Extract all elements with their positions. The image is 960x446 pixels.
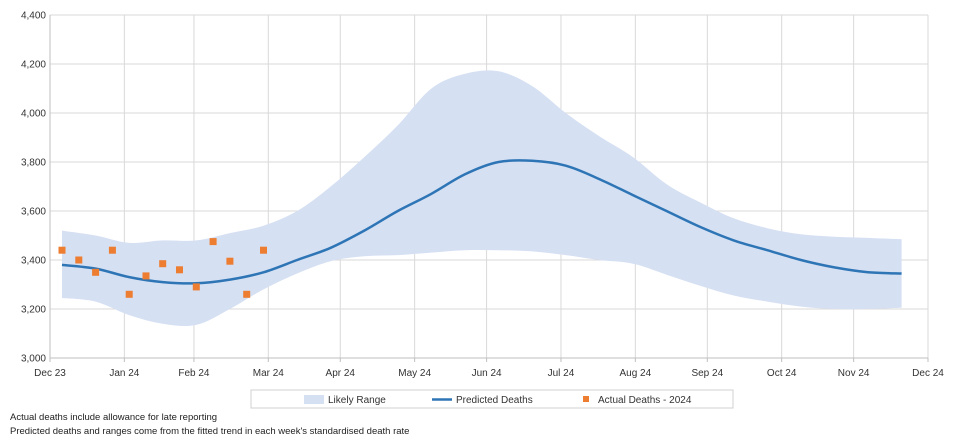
x-tick-label: Jun 24 (472, 368, 502, 379)
predicted-deaths-series (61, 159, 902, 285)
x-tick-label: Jul 24 (548, 368, 575, 379)
footnote-fitted-trend: Predicted deaths and ranges come from th… (10, 426, 410, 437)
legend-label-actual-deaths: Actual Deaths - 2024 (598, 395, 692, 406)
actual-deaths-point (260, 246, 267, 254)
x-tick-label: Aug 24 (619, 368, 651, 379)
legend: Likely Range Predicted Deaths Actual Dea… (250, 389, 734, 409)
axes (49, 15, 929, 362)
footnote-late-reporting: Actual deaths include allowance for late… (10, 412, 218, 423)
actual-deaths-point (108, 246, 116, 254)
actual-deaths-point (243, 290, 251, 298)
legend-label-likely-range: Likely Range (328, 395, 386, 406)
actual-deaths-point (125, 290, 133, 298)
legend-swatch-likely-range (304, 395, 324, 404)
x-tick-label: Dec 24 (912, 368, 944, 379)
x-tick-label: Mar 24 (253, 368, 285, 379)
actual-deaths-point (209, 238, 217, 246)
x-tick-label: Jan 24 (109, 368, 139, 379)
y-tick-label: 4,400 (21, 11, 46, 22)
likely-range-band (62, 70, 902, 327)
actual-deaths-point (226, 257, 234, 265)
actual-deaths-point (142, 272, 150, 280)
y-tick-label: 3,200 (21, 305, 46, 316)
y-tick-label: 3,400 (21, 256, 46, 267)
actual-deaths-points (58, 238, 267, 298)
legend-swatch-actual-deaths (583, 396, 589, 402)
x-axis-tick-labels: Dec 23 Jan 24 Feb 24 Mar 24 Apr 24 May 24 Jun … (34, 368, 944, 379)
actual-deaths-point (58, 246, 66, 254)
actual-deaths-point (92, 268, 100, 276)
legend-label-predicted-deaths: Predicted Deaths (456, 395, 533, 406)
x-tick-label: Dec 23 (34, 368, 66, 379)
y-tick-label: 4,200 (21, 60, 46, 71)
actual-deaths-point (192, 283, 200, 291)
actual-deaths-point (176, 266, 183, 274)
actual-deaths-point (159, 260, 167, 268)
legend-box (250, 389, 734, 409)
y-axis-tick-labels: 3,000 3,200 3,400 3,600 3,800 4,000 4,200 4,400 (21, 11, 46, 365)
y-tick-label: 3,800 (21, 158, 46, 169)
x-tick-label: Oct 24 (767, 368, 797, 379)
y-tick-label: 3,600 (21, 207, 46, 218)
x-tick-label: May 24 (398, 368, 431, 379)
predicted-deaths-line (61, 159, 902, 285)
x-tick-label: Nov 24 (838, 368, 870, 379)
y-tick-label: 3,000 (21, 354, 46, 365)
y-tick-label: 4,000 (21, 109, 46, 120)
actual-deaths-point (75, 256, 83, 264)
x-tick-label: Sep 24 (691, 368, 723, 379)
likely-range-area (62, 70, 902, 327)
x-tick-label: Apr 24 (326, 368, 356, 379)
x-tick-label: Feb 24 (178, 368, 210, 379)
